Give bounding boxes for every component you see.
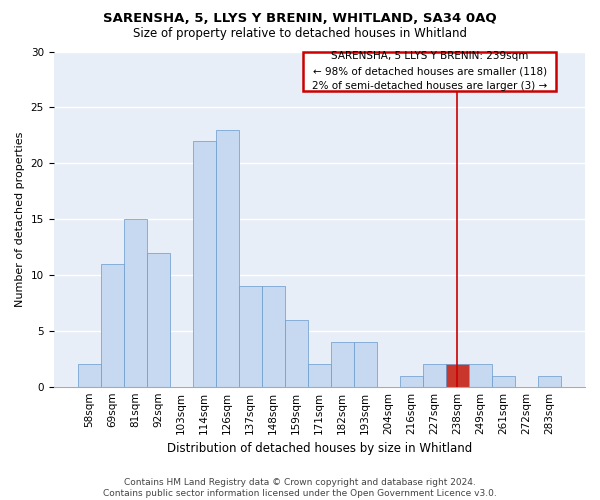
Bar	[124, 219, 147, 386]
Bar	[446, 364, 469, 386]
Bar	[354, 342, 377, 386]
Bar	[216, 130, 239, 386]
Bar	[239, 286, 262, 386]
Text: Contains HM Land Registry data © Crown copyright and database right 2024.
Contai: Contains HM Land Registry data © Crown c…	[103, 478, 497, 498]
Text: SARENSHA, 5 LLYS Y BRENIN: 239sqm
← 98% of detached houses are smaller (118)
2% : SARENSHA, 5 LLYS Y BRENIN: 239sqm ← 98% …	[312, 52, 547, 91]
Y-axis label: Number of detached properties: Number of detached properties	[15, 132, 25, 307]
Bar	[400, 376, 423, 386]
Bar	[101, 264, 124, 386]
Text: SARENSHA, 5, LLYS Y BRENIN, WHITLAND, SA34 0AQ: SARENSHA, 5, LLYS Y BRENIN, WHITLAND, SA…	[103, 12, 497, 26]
Bar	[262, 286, 285, 386]
Bar	[77, 364, 101, 386]
X-axis label: Distribution of detached houses by size in Whitland: Distribution of detached houses by size …	[167, 442, 472, 455]
Bar	[308, 364, 331, 386]
Bar	[492, 376, 515, 386]
Bar	[423, 364, 446, 386]
Bar	[303, 52, 556, 90]
Text: Size of property relative to detached houses in Whitland: Size of property relative to detached ho…	[133, 28, 467, 40]
Bar	[538, 376, 561, 386]
Bar	[147, 252, 170, 386]
Bar	[285, 320, 308, 386]
Bar	[193, 141, 216, 386]
Bar	[469, 364, 492, 386]
Bar	[331, 342, 354, 386]
